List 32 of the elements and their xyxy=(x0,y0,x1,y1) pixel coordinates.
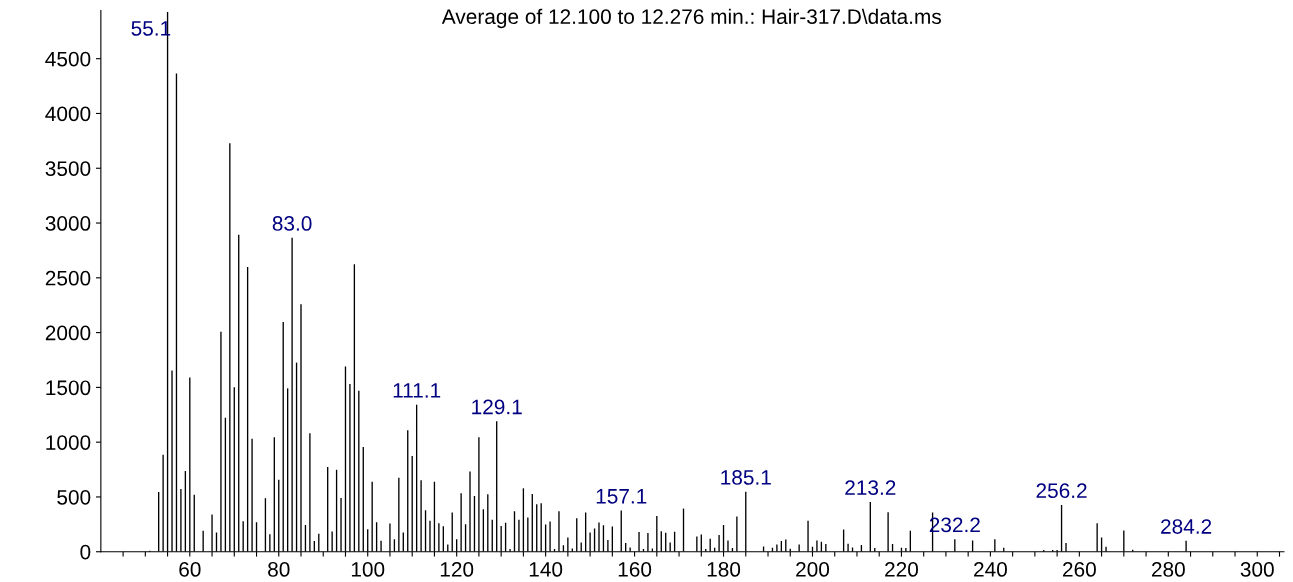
x-tick-label: 100 xyxy=(351,562,385,577)
annotation: 111.1 xyxy=(393,383,441,398)
annotation: 129.1 xyxy=(472,399,522,415)
y-tick-label: 3500 xyxy=(45,161,91,177)
annotation: 284.2 xyxy=(1161,519,1212,534)
x-tick-label: 280 xyxy=(1151,562,1185,577)
y-tick-label: 2500 xyxy=(45,270,91,286)
chart-title: Average of 12.100 to 12.276 min.: Hair-317.D\data.ms xyxy=(441,8,941,29)
x-tick-label: 200 xyxy=(796,562,830,577)
x-tick-label: 260 xyxy=(1063,562,1096,577)
x-tick-label: 60 xyxy=(179,562,201,577)
y-tick-label: 1000 xyxy=(46,435,91,450)
y-tick-label: 1500 xyxy=(46,380,91,396)
x-tick-label: 80 xyxy=(268,562,290,577)
x-tick-label: 160 xyxy=(618,562,652,577)
annotation: 157.1 xyxy=(596,489,647,504)
annotation: 213.2 xyxy=(845,480,896,495)
x-tick-label: 140 xyxy=(529,562,563,577)
annotation: 256.2 xyxy=(1036,483,1087,499)
annotation: 185.1 xyxy=(721,470,771,485)
x-tick-label: 120 xyxy=(440,562,474,577)
y-tick-label: 4500 xyxy=(45,51,91,67)
x-tick-label: 220 xyxy=(885,562,919,577)
annotation: 83.0 xyxy=(272,216,312,231)
y-tick-label: 2000 xyxy=(45,325,91,341)
x-tick-label: 300 xyxy=(1240,562,1274,577)
y-tick-label: 4000 xyxy=(45,106,91,122)
x-tick-label: 180 xyxy=(707,562,741,577)
y-tick-label: 3000 xyxy=(45,216,91,231)
y-tick-label: 500 xyxy=(57,489,91,505)
x-tick-label: 240 xyxy=(974,562,1007,577)
y-tick-label: 0 xyxy=(80,544,91,560)
